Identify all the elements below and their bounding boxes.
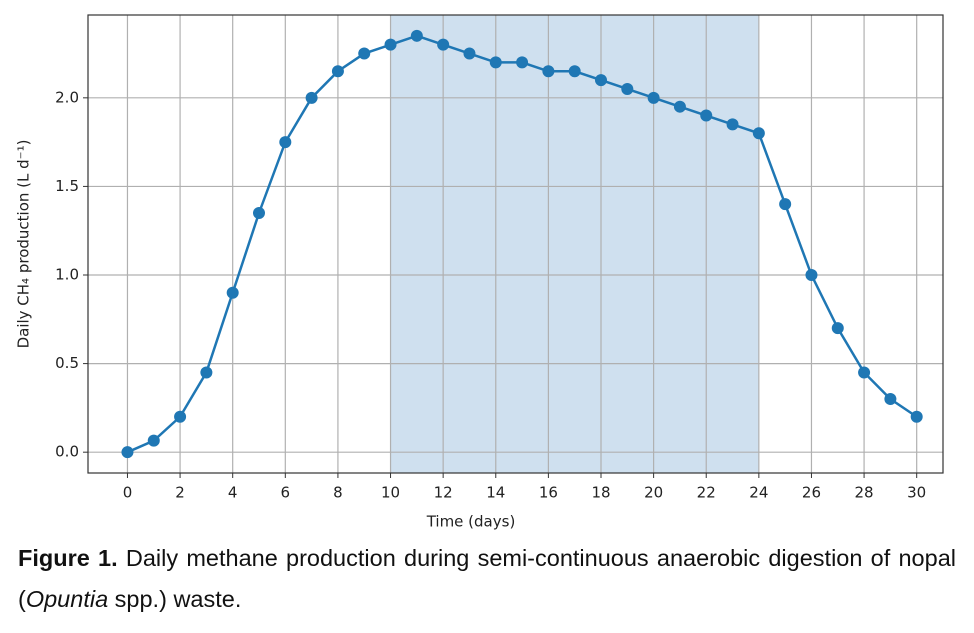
data-point: [779, 198, 792, 211]
x-tick-label: 0: [123, 484, 133, 502]
data-point: [910, 410, 923, 423]
data-point: [463, 47, 476, 60]
x-tick-label: 24: [749, 484, 768, 502]
data-point: [805, 269, 818, 282]
data-point: [253, 206, 265, 219]
data-point: [147, 434, 160, 447]
data-point: [752, 127, 765, 140]
x-tick-label: 18: [591, 484, 610, 502]
caption-label: Figure 1.: [18, 545, 118, 571]
x-tick-label: 6: [281, 484, 291, 502]
data-point: [595, 74, 607, 87]
data-point: [331, 65, 344, 78]
y-tick-label: 1.0: [55, 266, 79, 284]
shaded-region: [390, 15, 759, 473]
data-point: [226, 286, 239, 299]
y-tick-label: 0.0: [55, 443, 79, 461]
data-point: [700, 109, 713, 122]
data-point: [673, 100, 686, 113]
y-tick-label: 2.0: [55, 88, 79, 106]
plot-frame: [87, 14, 944, 474]
data-point: [831, 322, 844, 335]
x-tick-label: 30: [907, 484, 926, 502]
data-point: [410, 29, 423, 42]
data-point: [121, 446, 134, 459]
y-tick-label: 1.5: [55, 177, 79, 195]
x-tick-label: 12: [434, 484, 453, 502]
data-point: [437, 38, 450, 51]
x-tick-label: 16: [539, 484, 558, 502]
data-point: [884, 393, 897, 406]
x-tick-label: 2: [175, 484, 185, 502]
x-tick-label: 8: [333, 484, 343, 502]
data-point: [542, 65, 555, 78]
data-point: [489, 56, 502, 69]
data-point: [305, 91, 318, 104]
data-point: [516, 56, 529, 69]
data-point: [279, 136, 292, 149]
x-tick-label: 28: [855, 484, 874, 502]
caption: Figure 1. Daily methane production durin…: [18, 538, 956, 620]
data-point: [358, 47, 371, 60]
data-point: [621, 82, 634, 95]
x-tick-label: 26: [802, 484, 821, 502]
chart: Time (days) Daily CH₄ production (L d⁻¹)…: [15, 14, 944, 531]
caption-text: Daily methane production during semi-con…: [18, 545, 956, 612]
y-axis-label: Daily CH₄ production (L d⁻¹): [15, 140, 33, 349]
data-point: [726, 118, 739, 131]
data-point: [647, 91, 660, 104]
caption-text: spp.) waste.: [114, 586, 242, 612]
data-point: [174, 410, 187, 423]
x-tick-label: 22: [697, 484, 716, 502]
y-tick-label: 0.5: [55, 354, 79, 372]
x-tick-label: 14: [486, 484, 505, 502]
x-axis-label: Time (days): [426, 513, 516, 531]
data-point: [200, 366, 213, 379]
caption-italic: Opuntia: [25, 586, 109, 612]
x-tick-label: 4: [228, 484, 238, 502]
data-point: [384, 38, 397, 51]
data-point: [568, 65, 581, 78]
x-tick-label: 10: [381, 484, 400, 502]
data-point: [858, 366, 871, 379]
x-tick-label: 20: [644, 484, 663, 502]
